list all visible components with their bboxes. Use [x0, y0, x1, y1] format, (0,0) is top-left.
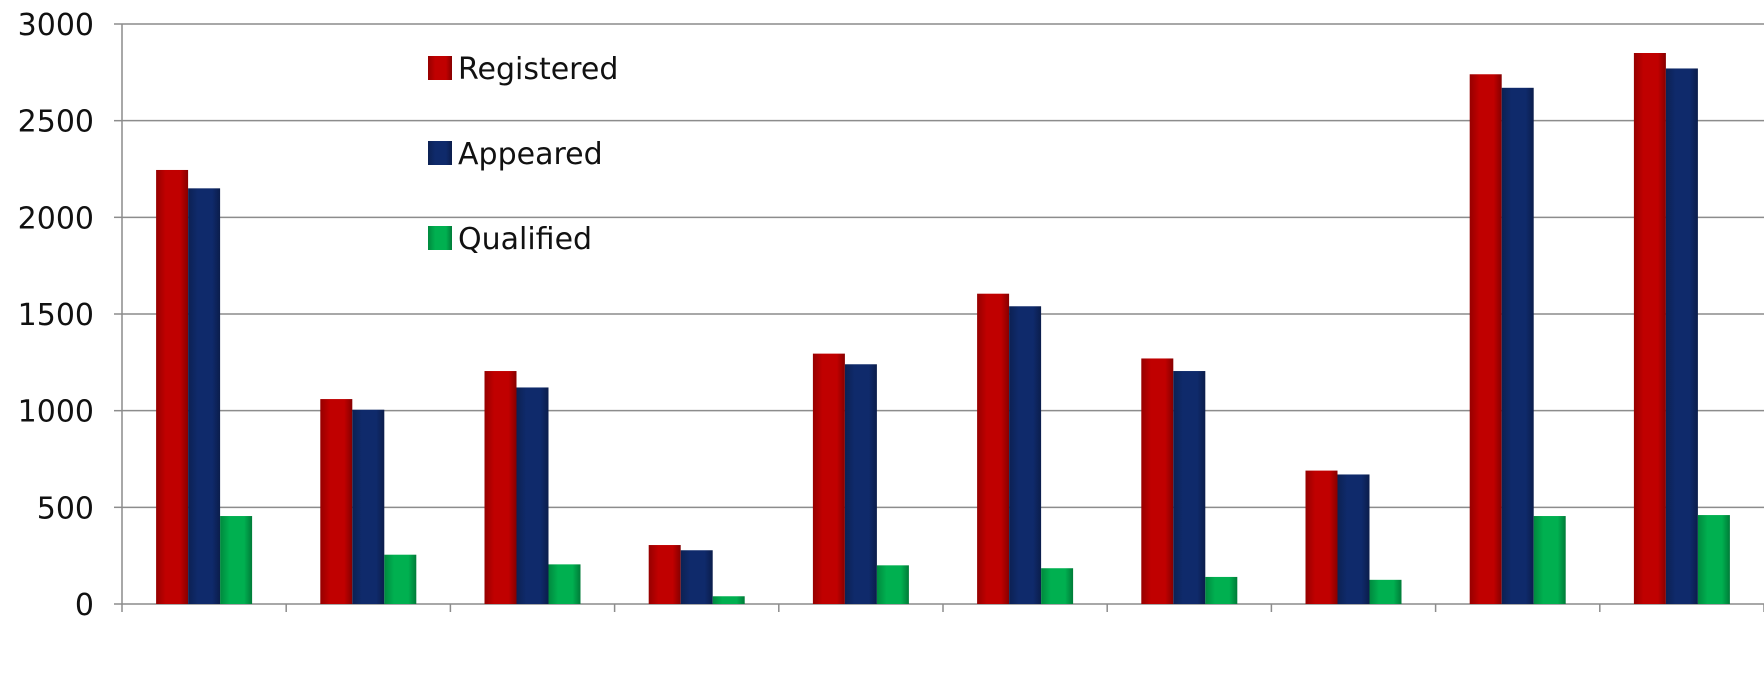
- bar-qualified: [220, 516, 253, 604]
- legend-swatch-registered: [428, 56, 452, 80]
- bar-qualified: [1533, 516, 1566, 604]
- legend-swatch-qualified: [428, 226, 452, 250]
- bar-appeared: [188, 188, 221, 605]
- legend-swatch-appeared: [428, 141, 452, 165]
- bar-registered: [1305, 470, 1338, 604]
- bar-appeared: [680, 550, 713, 604]
- bar-registered: [484, 371, 517, 604]
- bar-appeared: [352, 409, 385, 604]
- bars: [156, 53, 1730, 605]
- bar-qualified: [548, 564, 581, 604]
- y-tick-label: 2500: [18, 105, 94, 140]
- bar-appeared: [1665, 68, 1698, 604]
- bar-registered: [1141, 358, 1174, 604]
- y-tick-label: 2000: [18, 201, 94, 236]
- bar-qualified: [876, 565, 909, 604]
- legend: Registered Appeared Qualified: [428, 52, 618, 257]
- bar-qualified: [712, 596, 745, 604]
- bar-qualified: [1697, 515, 1730, 604]
- bar-registered: [812, 353, 845, 604]
- legend-label-appeared: Appeared: [458, 137, 603, 172]
- bar-appeared: [844, 364, 877, 604]
- bar-appeared: [516, 387, 549, 604]
- legend-label-registered: Registered: [458, 52, 618, 87]
- bar-qualified: [1041, 568, 1074, 604]
- bar-registered: [1469, 74, 1502, 605]
- y-tick-label: 1000: [18, 395, 94, 430]
- bar-registered: [1633, 53, 1666, 604]
- bar-registered: [320, 399, 353, 604]
- y-axis: 0 500 1000 1500 2000 2500 3000: [18, 8, 1764, 623]
- gridlines: [122, 23, 1764, 605]
- bar-appeared: [1173, 371, 1206, 604]
- bar-appeared: [1501, 87, 1534, 605]
- bar-registered: [977, 293, 1010, 604]
- bar-qualified: [1205, 576, 1238, 604]
- y-tick-label: 500: [37, 491, 94, 526]
- bar-registered: [648, 545, 681, 604]
- bar-qualified: [384, 554, 417, 604]
- y-tick-label: 0: [75, 588, 94, 623]
- bar-appeared: [1009, 306, 1042, 604]
- legend-label-qualified: Qualified: [458, 222, 592, 257]
- bar-registered: [156, 169, 189, 604]
- bar-appeared: [1337, 474, 1370, 604]
- bar-qualified: [1369, 579, 1402, 604]
- y-tick-label: 1500: [18, 298, 94, 333]
- y-tick-label: 3000: [18, 8, 94, 43]
